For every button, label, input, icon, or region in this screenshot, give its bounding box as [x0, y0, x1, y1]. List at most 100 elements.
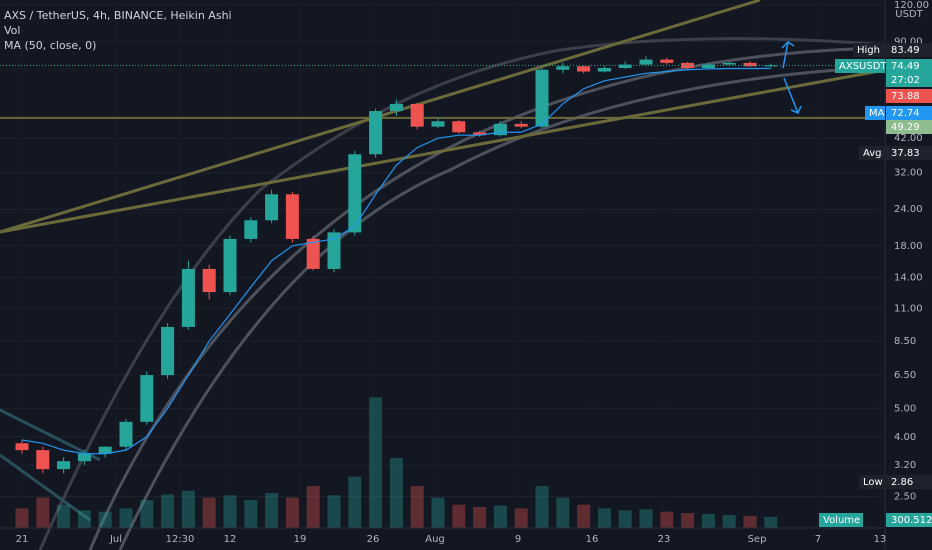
volume-bar [306, 486, 320, 528]
candle-body [597, 67, 611, 72]
x-tick-label: 12:30 [166, 534, 195, 545]
label-value-box [886, 43, 932, 57]
volume-bar [493, 505, 507, 528]
volume-bar [722, 514, 736, 528]
x-tick-label: 7 [815, 534, 821, 545]
candle-body [722, 62, 736, 65]
candle-body [327, 232, 341, 269]
label-name-box [859, 146, 885, 160]
candle-body [348, 154, 362, 233]
candle-body [369, 111, 383, 155]
volume-bar [244, 500, 258, 528]
volume-bar [473, 507, 487, 528]
chart-title: AXS / TetherUS, 4h, BINANCE, Heikin Ashi [4, 9, 232, 22]
volume-bar [639, 509, 653, 528]
label-value-box [886, 120, 932, 134]
volume-bar [223, 495, 237, 528]
plot [0, 56, 885, 528]
currency: USDT [895, 9, 923, 20]
label-value: 83.49 [891, 45, 920, 56]
y-tick-label: 5.00 [894, 403, 916, 414]
y-tick-label: 90.00 [894, 36, 923, 47]
label-value: 73.88 [891, 91, 920, 102]
volume-bar [410, 486, 424, 528]
volume-bar [452, 504, 466, 528]
label-value-box [886, 106, 932, 120]
candle-body [202, 268, 216, 293]
candle-body [57, 461, 71, 470]
candle-body [577, 66, 591, 72]
candle-body [15, 443, 29, 451]
y-tick-label: 8.50 [894, 336, 916, 347]
label-value-box [886, 513, 932, 527]
label-name: Avg [863, 148, 882, 159]
price-label: AXSUSDT 74.49 [835, 59, 932, 73]
candle-body [431, 121, 445, 127]
volume-bar [577, 504, 591, 528]
candle-body [285, 194, 299, 239]
axes: 2.50 3.20 4.00 5.00 6.50 8.50 11.00 14.00 18.00 2… [16, 0, 929, 545]
x-tick-label: 9 [515, 534, 521, 545]
y-tick-label: 11.00 [894, 303, 923, 314]
price-label: High 83.49 [853, 43, 932, 57]
price-label: Low 2.86 [859, 475, 932, 489]
x-tick-label: 12 [224, 534, 237, 545]
price-label: 49.29 [886, 120, 932, 134]
y-tick-label: 14.00 [894, 273, 923, 284]
candle-body [618, 64, 632, 68]
candle-body [244, 220, 258, 239]
x-tick-label: 19 [294, 534, 307, 545]
volume-bar [618, 510, 632, 528]
label-value-box [886, 59, 932, 73]
volume-bar [285, 497, 299, 528]
price-label: Avg 37.83 [859, 146, 932, 160]
volume-label: Vol [4, 24, 20, 37]
candle-body [514, 123, 528, 127]
volume-bar [98, 511, 112, 528]
x-tick-label: Aug [425, 534, 445, 545]
volume-bar [556, 497, 570, 528]
label-value: 37.83 [891, 148, 920, 159]
volume-bar [660, 511, 674, 528]
candle-body [223, 238, 237, 293]
x-tick-label: 21 [16, 534, 29, 545]
volume-bar [77, 510, 91, 528]
volume-bar [181, 490, 195, 528]
y-tick-label: 24.00 [894, 204, 923, 215]
x-tick-label: Sep [748, 534, 767, 545]
price-label: 73.88 [886, 89, 932, 103]
price-label: Volume 300.512K [819, 513, 932, 527]
candle-body [493, 123, 507, 136]
label-value-box [886, 73, 932, 87]
candle-body [181, 268, 195, 327]
y-tick-label: 3.20 [894, 460, 916, 471]
volume-bar [597, 508, 611, 528]
volume-bar [681, 513, 695, 528]
candle-body [306, 238, 320, 269]
candle-body [701, 64, 715, 68]
volume-bar [202, 497, 216, 528]
label-value: 27:02 [891, 75, 920, 86]
volume-bar [36, 497, 50, 528]
label-name: Volume [823, 515, 860, 526]
volume-bar [327, 495, 341, 528]
y-tick-label: 42.00 [894, 133, 923, 144]
volume-bar [348, 476, 362, 528]
label-name-box [835, 59, 885, 73]
label-name: Low [863, 477, 883, 488]
y-tick-label: 120.00 [894, 0, 929, 11]
volume-bar [535, 486, 549, 528]
candle-body [77, 453, 91, 462]
candle-body [660, 59, 674, 63]
candle-body [639, 59, 653, 65]
x-tick-label: 16 [586, 534, 599, 545]
label-value-box [886, 89, 932, 103]
candle-body [389, 103, 403, 112]
volume-bar [119, 508, 133, 528]
volume-bar [57, 504, 71, 528]
label-name-box [859, 475, 885, 489]
candle-body [410, 103, 424, 127]
candle-body [743, 62, 757, 67]
